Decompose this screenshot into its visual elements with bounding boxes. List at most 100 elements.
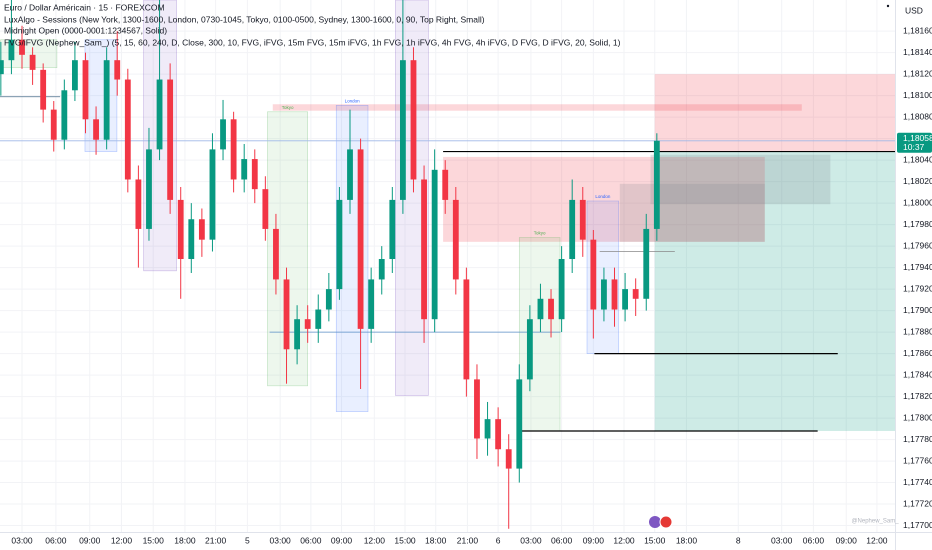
candle-body	[29, 54, 36, 70]
candle-body	[484, 419, 491, 439]
candle-body	[146, 149, 152, 229]
y-tick-label: 1,18100	[903, 90, 932, 100]
x-tick-label: 6	[496, 535, 501, 545]
x-tick-label: 15:00	[644, 535, 666, 545]
candle-body	[0, 60, 4, 75]
y-tick-label: 1,17880	[903, 326, 932, 336]
x-tick-label: 06:00	[45, 535, 67, 545]
currency-label: USD	[905, 5, 923, 15]
candle-body	[8, 39, 15, 61]
candle-body	[537, 298, 544, 320]
candle-body	[177, 199, 184, 260]
y-tick-label: 1,18000	[903, 197, 932, 207]
y-tick-label: 1,18040	[903, 154, 932, 164]
y-tick-label: 1,17760	[903, 455, 932, 465]
candle-body	[410, 60, 417, 180]
candle-body	[114, 60, 121, 80]
session-label: Tokyo	[282, 105, 294, 110]
candle-body	[103, 60, 110, 140]
event-icon[interactable]	[659, 515, 673, 529]
x-tick-label: 21:00	[457, 535, 479, 545]
candle-body	[505, 449, 512, 469]
indicator-legend: Midnight Open (0000-0001:1234567, Solid)	[4, 25, 167, 35]
session-label: London	[595, 194, 611, 199]
y-tick-label: 1,17780	[903, 434, 932, 444]
y-tick-label: 1,17700	[903, 520, 932, 530]
y-tick-label: 1,17740	[903, 477, 932, 487]
x-tick-label: 03:00	[11, 535, 33, 545]
axis-layer: 1,17700 1,17720 1,17740 1,17760 1,17780 1,178…	[11, 25, 932, 545]
background-layer: Tokyo London Tokyo London	[0, 0, 895, 532]
candle-body	[590, 239, 597, 310]
x-tick-label: 18:00	[676, 535, 698, 545]
y-tick-label: 1,17920	[903, 283, 932, 293]
candle-body	[325, 289, 332, 310]
candle-body	[241, 159, 248, 180]
candle-body	[220, 119, 226, 150]
indicator-legend: FVG/iFVG (Nephew_Sam_) (5, 15, 60, 240, …	[4, 37, 621, 47]
event-icon[interactable]	[649, 516, 661, 528]
candle-body	[357, 149, 364, 329]
x-tick-label: 21:00	[205, 535, 227, 545]
x-tick-label: 12:00	[364, 535, 386, 545]
y-tick-label: 1,18020	[903, 176, 932, 186]
candle-body	[431, 169, 438, 320]
y-tick-label: 1,17720	[903, 498, 932, 508]
candle-body	[347, 149, 353, 200]
x-tick-label: 12:00	[613, 535, 635, 545]
candle-body	[209, 149, 216, 240]
y-tick-label: 1,18140	[903, 47, 932, 57]
candle-body	[569, 199, 576, 260]
candle-body	[40, 69, 47, 110]
x-tick-label: 03:00	[771, 535, 793, 545]
menu-dot[interactable]	[886, 4, 890, 8]
y-tick-label: 1,17940	[903, 262, 932, 272]
candle-body	[622, 289, 629, 310]
candle-body	[82, 60, 89, 120]
session-label: London	[345, 99, 361, 104]
indicator-legend: LuxAlgo - Sessions (New York, 1300-1600,…	[4, 14, 485, 24]
candle-body	[167, 79, 174, 200]
price-tag	[897, 132, 932, 153]
candle-body	[368, 279, 375, 329]
candle-body	[442, 169, 449, 200]
y-tick-label: 1,18080	[903, 111, 932, 121]
candle-body	[526, 319, 533, 380]
candle-body	[378, 259, 385, 280]
session-label: Tokyo	[534, 231, 546, 236]
candle-body	[198, 219, 205, 240]
zone	[272, 104, 802, 111]
candle-body	[579, 199, 586, 240]
candle-body	[156, 79, 163, 150]
candle-body	[399, 60, 406, 200]
x-tick-label: 15:00	[394, 535, 416, 545]
candle-body	[495, 419, 502, 450]
session-box	[84, 39, 118, 152]
candle-body	[601, 279, 607, 310]
session-box	[518, 237, 561, 432]
x-tick-label: 03:00	[520, 535, 542, 545]
zone	[654, 151, 895, 431]
x-tick-label: 09:00	[79, 535, 101, 545]
zone	[443, 156, 765, 242]
candle-body	[336, 199, 343, 290]
price-tag-label: 1,18058	[903, 133, 932, 143]
candle-body	[389, 199, 396, 260]
y-tick-label: 1,17860	[903, 348, 932, 358]
x-tick-label: 06:00	[551, 535, 573, 545]
candle-body	[632, 289, 639, 299]
candle-body	[188, 219, 195, 260]
candle-body	[283, 279, 290, 350]
x-tick-label: 18:00	[425, 535, 447, 545]
candle-body	[452, 199, 459, 280]
x-tick-label: 5	[245, 535, 250, 545]
y-tick-label: 1,17980	[903, 219, 932, 229]
candle-body	[61, 90, 68, 140]
candle-body	[643, 228, 650, 299]
watermark: @Nephew_Sam_	[851, 519, 899, 525]
zone	[654, 74, 895, 152]
candle-body	[516, 379, 523, 469]
marks-layer	[0, 0, 660, 529]
